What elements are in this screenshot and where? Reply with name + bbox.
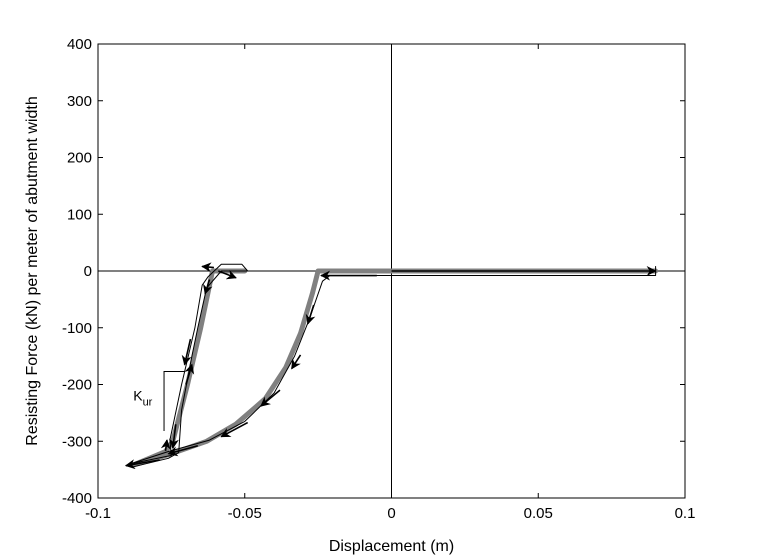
direction-arrow [260, 389, 281, 407]
direction-arrow [218, 269, 237, 280]
y-tick-label: 0 [84, 263, 92, 280]
direction-arrow [124, 459, 160, 470]
kur-bracket [163, 370, 185, 432]
direction-arrow [291, 354, 302, 370]
y-tick-label: 100 [67, 206, 92, 223]
axis-ticks: -0.1 -0.05 0 0.05 0.1 -400 -300 -200 -100 0 100 200… [62, 36, 695, 522]
direction-arrow [181, 338, 192, 366]
y-tick-label: -200 [62, 377, 92, 394]
direction-arrow [305, 304, 316, 325]
kur-annotation: Kur [133, 370, 185, 432]
x-axis-label: Displacement (m) [329, 538, 454, 555]
y-tick-label: 300 [67, 93, 92, 110]
direction-arrow [184, 363, 195, 385]
direction-arrow [201, 262, 215, 273]
direction-arrow [160, 439, 171, 452]
y-tick-label: 400 [67, 36, 92, 53]
x-tick-label: 0.05 [524, 505, 553, 522]
y-axis-label: Resisting Force (kN) per meter of abutme… [24, 96, 41, 445]
x-tick-label: -0.1 [85, 505, 111, 522]
y-tick-label: -300 [62, 433, 92, 450]
kur-label: Kur [133, 387, 152, 408]
x-tick-label: 0 [387, 505, 395, 522]
y-tick-label: -100 [62, 320, 92, 337]
y-tick-label: -400 [62, 490, 92, 507]
x-tick-label: -0.05 [228, 505, 262, 522]
direction-arrow [167, 445, 198, 457]
y-tick-label: 200 [67, 150, 92, 167]
x-tick-label: 0.1 [675, 505, 696, 522]
direction-arrow [220, 421, 249, 438]
direction-arrow [203, 279, 213, 295]
direction-arrows [124, 262, 657, 470]
direction-arrow [168, 424, 179, 450]
